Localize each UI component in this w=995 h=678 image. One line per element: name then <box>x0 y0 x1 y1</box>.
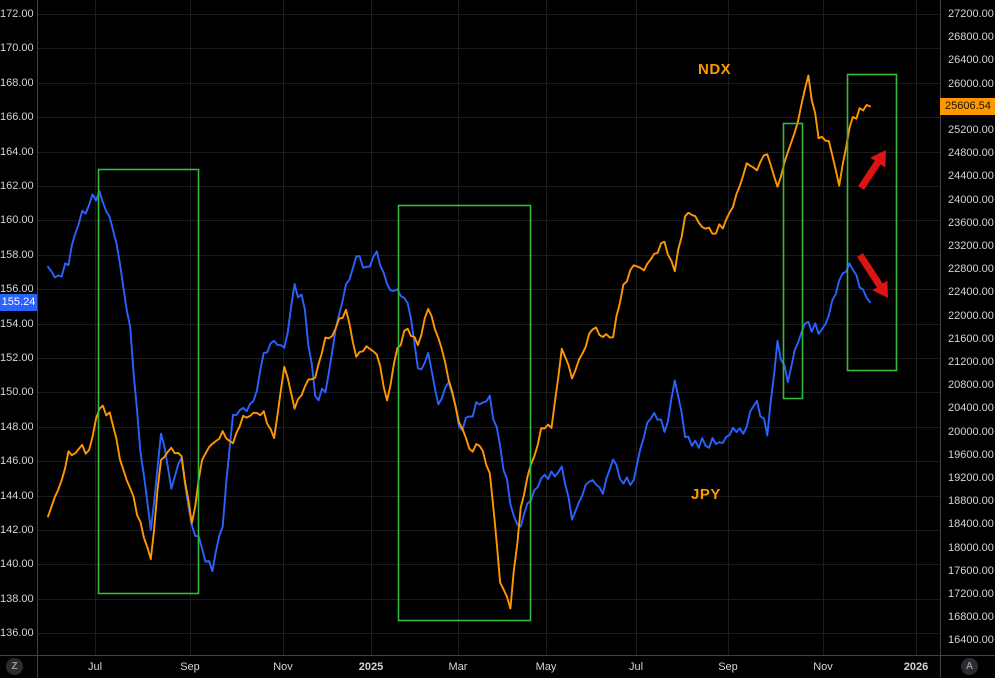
ndx-price-tag: 25606.54 <box>940 97 995 115</box>
left-axis-tick: 138.00 <box>0 592 34 605</box>
left-axis-tick: 170.00 <box>0 42 34 55</box>
left-axis-tick: 166.00 <box>0 111 34 124</box>
time-axis-label: Nov <box>813 661 833 673</box>
time-axis-label: May <box>535 661 557 673</box>
right-axis-tick: 26400.00 <box>948 54 994 67</box>
left-axis-tick: 158.00 <box>0 248 34 261</box>
right-axis-tick: 17200.00 <box>948 588 994 600</box>
right-axis-tick: 23200.00 <box>948 240 994 252</box>
highlight-box[interactable] <box>97 168 200 595</box>
left-axis-tick: 162.00 <box>0 180 34 192</box>
right-axis-tick: 24000.00 <box>948 193 994 206</box>
trend-arrow[interactable] <box>858 150 886 190</box>
right-axis-tick: 26000.00 <box>948 77 994 90</box>
left-axis-tick: 144.00 <box>0 489 34 502</box>
left-axis-tick: 146.00 <box>0 455 34 468</box>
left-axis-tick: 156.00 <box>0 283 34 296</box>
right-axis-tick: 26800.00 <box>948 31 994 44</box>
right-axis-tick: 17600.00 <box>948 564 994 577</box>
right-axis-tick: 20000.00 <box>948 425 994 438</box>
time-axis-label: Mar <box>448 661 468 673</box>
time-axis-label: Jul <box>628 661 644 673</box>
right-axis-tick: 25200.00 <box>948 124 994 136</box>
right-axis-tick: 18000.00 <box>948 541 994 554</box>
right-axis-tick: 19600.00 <box>948 448 994 461</box>
auto-scale-button[interactable]: A <box>961 658 978 675</box>
right-axis-tick: 18800.00 <box>948 495 994 508</box>
right-axis-tick: 22400.00 <box>948 286 994 299</box>
jpy-price-tag: 155.24 <box>0 293 37 311</box>
left-axis-tick: 140.00 <box>0 558 34 571</box>
left-axis-tick: 148.00 <box>0 420 34 433</box>
time-axis-label: 2025 <box>358 661 384 673</box>
timezone-button[interactable]: Z <box>6 658 23 675</box>
jpy-series-label[interactable]: JPY <box>691 486 721 503</box>
time-axis-label: Sep <box>180 661 200 673</box>
time-axis-label: Nov <box>273 661 293 673</box>
left-axis-tick: 154.00 <box>0 317 34 330</box>
left-axis-tick: 160.00 <box>0 214 34 227</box>
time-axis[interactable]: Jul Sep Nov 2025 Mar May Jul Sep Nov 2026 <box>0 655 995 678</box>
right-axis-tick: 18400.00 <box>948 518 994 531</box>
grid-lines <box>38 0 940 655</box>
highlight-box[interactable] <box>782 122 804 400</box>
left-axis-tick: 152.00 <box>0 352 34 364</box>
left-axis-tick: 168.00 <box>0 76 34 89</box>
time-axis-label: Jul <box>87 661 103 673</box>
right-axis-tick: 22000.00 <box>948 309 994 322</box>
left-axis-tick: 164.00 <box>0 145 34 158</box>
left-axis-tick: 136.00 <box>0 627 34 640</box>
right-axis-tick: 24800.00 <box>948 147 994 160</box>
right-axis-tick: 20800.00 <box>948 379 994 392</box>
right-axis-tick: 20400.00 <box>948 402 994 415</box>
time-axis-label: Sep <box>718 661 738 673</box>
ndx-price-line[interactable] <box>47 74 871 610</box>
right-axis-tick: 22800.00 <box>948 263 994 276</box>
right-axis-tick: 23600.00 <box>948 216 994 229</box>
right-axis-tick: 16400.00 <box>948 634 994 647</box>
left-price-axis[interactable]: 172.00 170.00 168.00 166.00 164.00 162.00 160.… <box>0 0 38 678</box>
highlight-box[interactable] <box>397 204 532 622</box>
time-axis-label: 2026 <box>903 661 929 673</box>
right-axis-tick: 16800.00 <box>948 611 994 624</box>
left-axis-tick: 172.00 <box>0 8 34 20</box>
trend-arrow[interactable] <box>857 253 888 298</box>
right-axis-tick: 19200.00 <box>948 472 994 484</box>
left-axis-tick: 142.00 <box>0 524 34 536</box>
right-axis-tick: 24400.00 <box>948 170 994 183</box>
right-axis-tick: 21200.00 <box>948 356 994 368</box>
right-axis-tick: 21600.00 <box>948 332 994 345</box>
highlight-box[interactable] <box>846 73 898 372</box>
left-axis-tick: 150.00 <box>0 386 34 399</box>
ndx-series-label[interactable]: NDX <box>698 61 732 78</box>
right-axis-tick: 27200.00 <box>948 8 994 20</box>
